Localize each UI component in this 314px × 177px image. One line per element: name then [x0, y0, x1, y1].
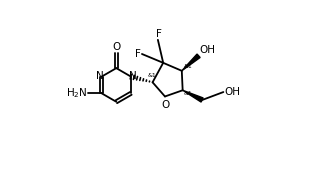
Text: N: N	[95, 71, 103, 81]
Text: N: N	[129, 71, 137, 81]
Text: H$_2$N: H$_2$N	[66, 87, 88, 100]
Text: F: F	[135, 49, 141, 59]
Text: F: F	[156, 29, 162, 39]
Text: OH: OH	[200, 45, 216, 55]
Text: &1: &1	[147, 73, 156, 78]
Text: &1: &1	[183, 64, 192, 69]
Text: &1: &1	[184, 91, 193, 96]
Text: O: O	[162, 100, 170, 110]
Polygon shape	[183, 90, 203, 102]
Text: OH: OH	[225, 87, 241, 97]
Text: O: O	[112, 42, 120, 52]
Polygon shape	[182, 54, 200, 71]
